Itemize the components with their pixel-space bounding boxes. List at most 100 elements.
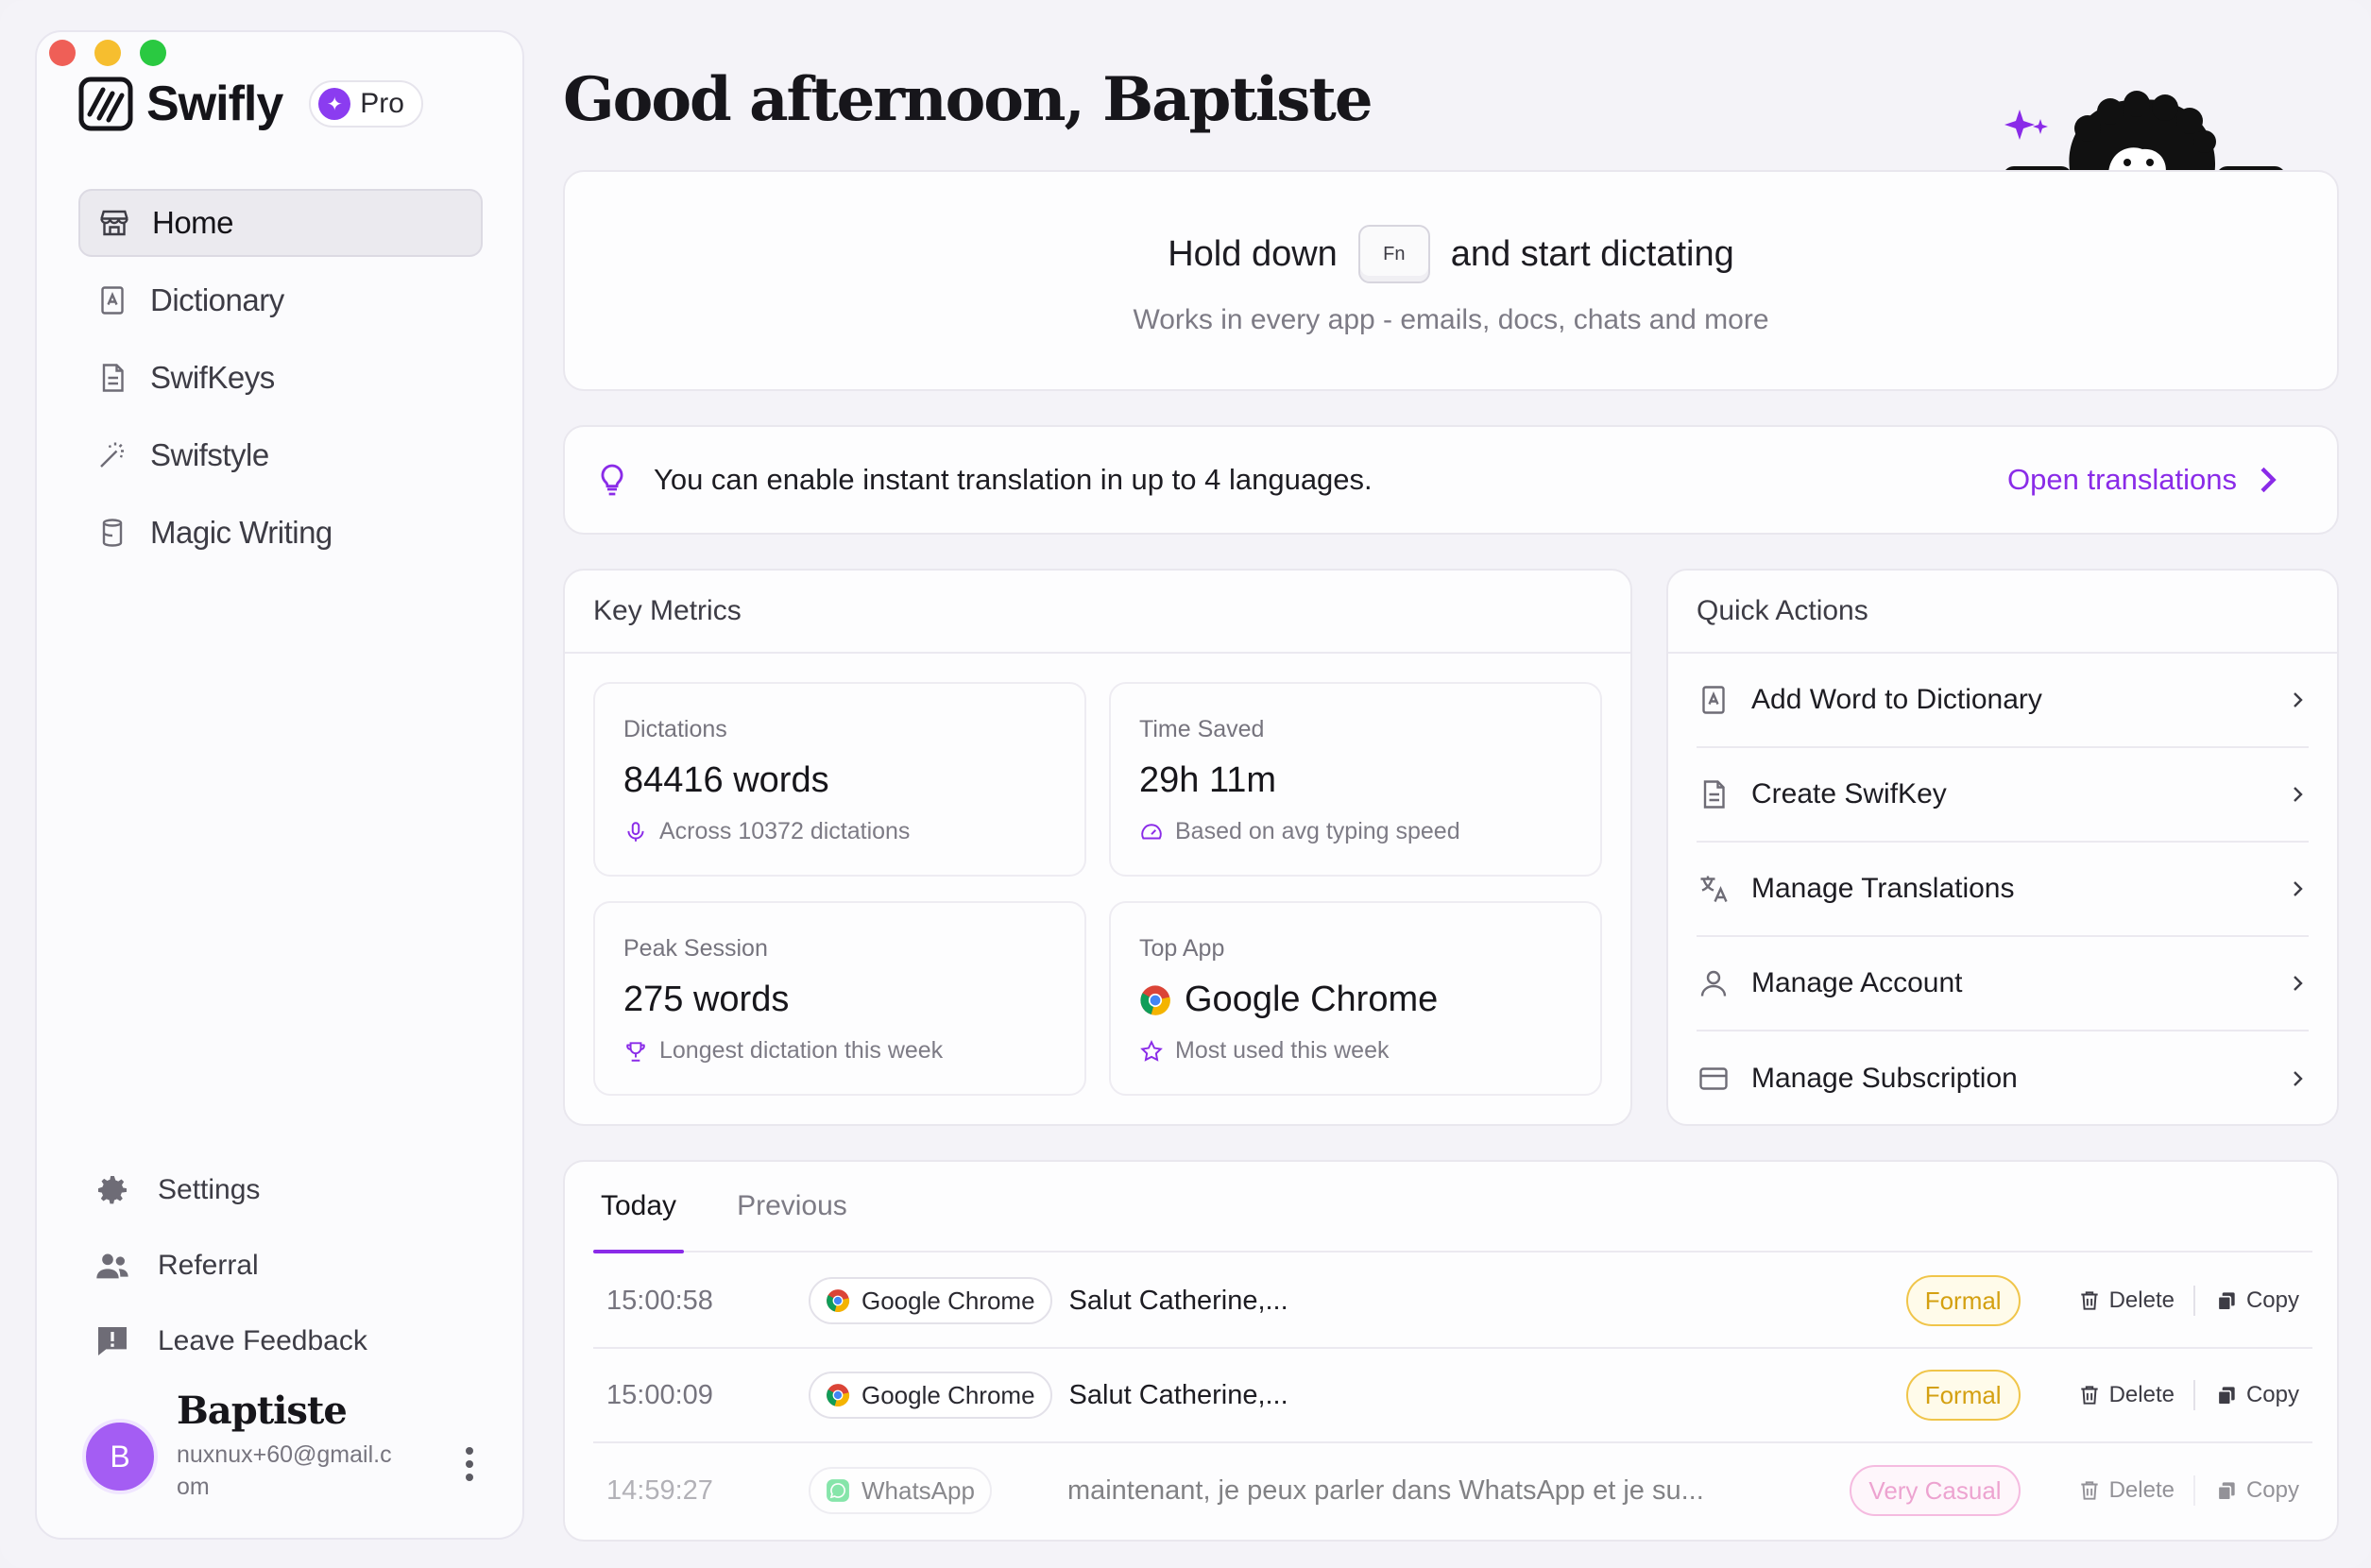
star-icon [1140, 1039, 1163, 1062]
pro-badge[interactable]: ✦ Pro [309, 80, 423, 128]
nav-label: Settings [158, 1174, 261, 1205]
feedback-icon [98, 1327, 127, 1355]
add-word-to-dictionary-button[interactable]: Add Word to Dictionary [1697, 654, 2309, 748]
file-text-icon [1703, 780, 1725, 809]
tab-today[interactable]: Today [593, 1161, 685, 1253]
history-tabs: Today Previous [593, 1162, 2312, 1253]
copy-label: Copy [2245, 1382, 2299, 1407]
metric-value: 275 words [623, 980, 790, 1019]
tab-previous[interactable]: Previous [737, 1190, 847, 1221]
book-a-icon [1702, 686, 1725, 714]
app-name: Google Chrome [861, 1380, 1035, 1409]
page-title: Good afternoon, Baptiste [563, 64, 1373, 135]
chevron-right-icon [2294, 787, 2303, 802]
store-icon [100, 210, 128, 236]
brand: Swifly ✦ Pro [78, 76, 423, 132]
trash-icon [2080, 1386, 2098, 1405]
link-label: Open translations [2007, 463, 2237, 496]
user-info: Baptiste nuxnux+60@gmail.com [177, 1389, 403, 1503]
row-actions: Delete Copy [2077, 1286, 2299, 1316]
table-row[interactable]: 15:00:09 Google Chrome Salut Catherine,.… [593, 1349, 2312, 1443]
metric-value: Google Chrome [1139, 980, 1600, 1020]
style-tag: Very Casual [1850, 1465, 2021, 1516]
metric-label: Peak Session [623, 935, 768, 962]
chevron-right-icon [2294, 881, 2303, 896]
nav-item-referral[interactable]: Referral [94, 1228, 367, 1304]
metric-peak-session: Peak Session 275 words Longest dictation… [593, 901, 1086, 1096]
users-icon [96, 1253, 128, 1279]
chrome-icon [827, 1384, 850, 1407]
nav-label: Referral [158, 1250, 259, 1281]
chrome-icon [827, 1289, 850, 1313]
delete-label: Delete [2108, 1287, 2175, 1313]
more-options-icon[interactable] [466, 1447, 475, 1487]
main-nav: Home Dictionary SwifKeys Swifstyle Magic… [78, 189, 483, 576]
metric-value-text: Google Chrome [1185, 980, 1439, 1019]
metric-sub: Based on avg typing speed [1139, 818, 1600, 845]
key-metrics-card: Key Metrics Dictations 84416 words Acros… [563, 569, 1632, 1126]
action-label: Create SwifKey [1751, 778, 1947, 810]
app-name: Google Chrome [861, 1286, 1035, 1315]
manage-subscription-button[interactable]: Manage Subscription [1697, 1031, 2309, 1126]
metric-dictations: Dictations 84416 words Across 10372 dict… [593, 682, 1086, 877]
minimize-window-button[interactable] [94, 40, 121, 66]
nav-item-magic-writing[interactable]: Magic Writing [78, 499, 483, 567]
magic-wand-icon [100, 442, 124, 468]
user-profile[interactable]: B Baptiste nuxnux+60@gmail.com [82, 1389, 498, 1511]
action-label: Manage Account [1751, 967, 1963, 998]
copy-icon [2217, 1387, 2235, 1406]
row-text: maintenant, je peux parler dans WhatsApp… [1066, 1474, 1704, 1506]
copy-button[interactable]: Copy [2214, 1287, 2299, 1314]
manage-account-button[interactable]: Manage Account [1697, 937, 2309, 1031]
table-row[interactable]: 15:00:58 Google Chrome Salut Catherine,.… [593, 1254, 2312, 1349]
nav-item-swifstyle[interactable]: Swifstyle [78, 421, 483, 489]
jar-icon [102, 519, 123, 547]
row-time: 14:59:27 [606, 1474, 713, 1506]
action-label: Add Word to Dictionary [1751, 684, 2042, 715]
delete-button[interactable]: Delete [2077, 1477, 2175, 1504]
action-label: Manage Subscription [1751, 1063, 2018, 1094]
lightbulb-icon [601, 464, 623, 496]
row-text: Salut Catherine,... [1068, 1285, 1288, 1316]
copy-label: Copy [2245, 1287, 2299, 1313]
nav-item-home[interactable]: Home [78, 189, 483, 257]
metric-top-app: Top App Google Chrome Most used this wee… [1109, 901, 1602, 1096]
delete-button[interactable]: Delete [2077, 1382, 2175, 1408]
table-row[interactable]: 14:59:27 WhatsApp maintenant, je peux pa… [593, 1443, 2312, 1538]
row-text: Salut Catherine,... [1068, 1379, 1288, 1410]
zoom-window-button[interactable] [140, 40, 166, 66]
plan-label: Pro [360, 88, 404, 119]
row-actions: Delete Copy [2077, 1475, 2299, 1506]
copy-icon [2217, 1292, 2235, 1311]
sidebar: Swifly ✦ Pro Home Dictionary SwifKeys Sw… [35, 30, 524, 1540]
metric-sub-text: Most used this week [1175, 1037, 1390, 1064]
credit-card-icon [1699, 1067, 1728, 1090]
manage-translations-button[interactable]: Manage Translations [1697, 843, 2309, 937]
dictation-history-card: Today Previous 15:00:58 Google Chrome Sa… [563, 1160, 2339, 1542]
copy-icon [2217, 1482, 2235, 1501]
metric-sub: Most used this week [1139, 1037, 1600, 1065]
copy-button[interactable]: Copy [2214, 1382, 2299, 1408]
row-time: 15:00:58 [606, 1285, 713, 1316]
card-title: Quick Actions [1668, 571, 2337, 654]
whatsapp-icon [827, 1479, 849, 1502]
chevron-right-icon [2294, 692, 2303, 707]
microphone-icon [627, 821, 644, 842]
tip-text: You can enable instant translation in up… [654, 463, 1373, 496]
open-translations-link[interactable]: Open translations [2007, 461, 2309, 499]
delete-button[interactable]: Delete [2077, 1287, 2175, 1314]
sparkle-icon: ✦ [318, 88, 351, 120]
nav-item-swifkeys[interactable]: SwifKeys [78, 344, 483, 412]
copy-button[interactable]: Copy [2214, 1477, 2299, 1504]
create-swifkey-button[interactable]: Create SwifKey [1697, 748, 2309, 843]
hero-suffix: and start dictating [1450, 233, 1734, 274]
hero-prefix: Hold down [1168, 233, 1338, 274]
chevron-right-icon [2294, 976, 2303, 991]
close-window-button[interactable] [49, 40, 76, 66]
nav-item-dictionary[interactable]: Dictionary [78, 266, 483, 334]
nav-item-settings[interactable]: Settings [94, 1152, 367, 1228]
avatar: B [82, 1419, 158, 1494]
gear-icon [98, 1176, 127, 1204]
nav-item-leave-feedback[interactable]: Leave Feedback [94, 1304, 367, 1379]
